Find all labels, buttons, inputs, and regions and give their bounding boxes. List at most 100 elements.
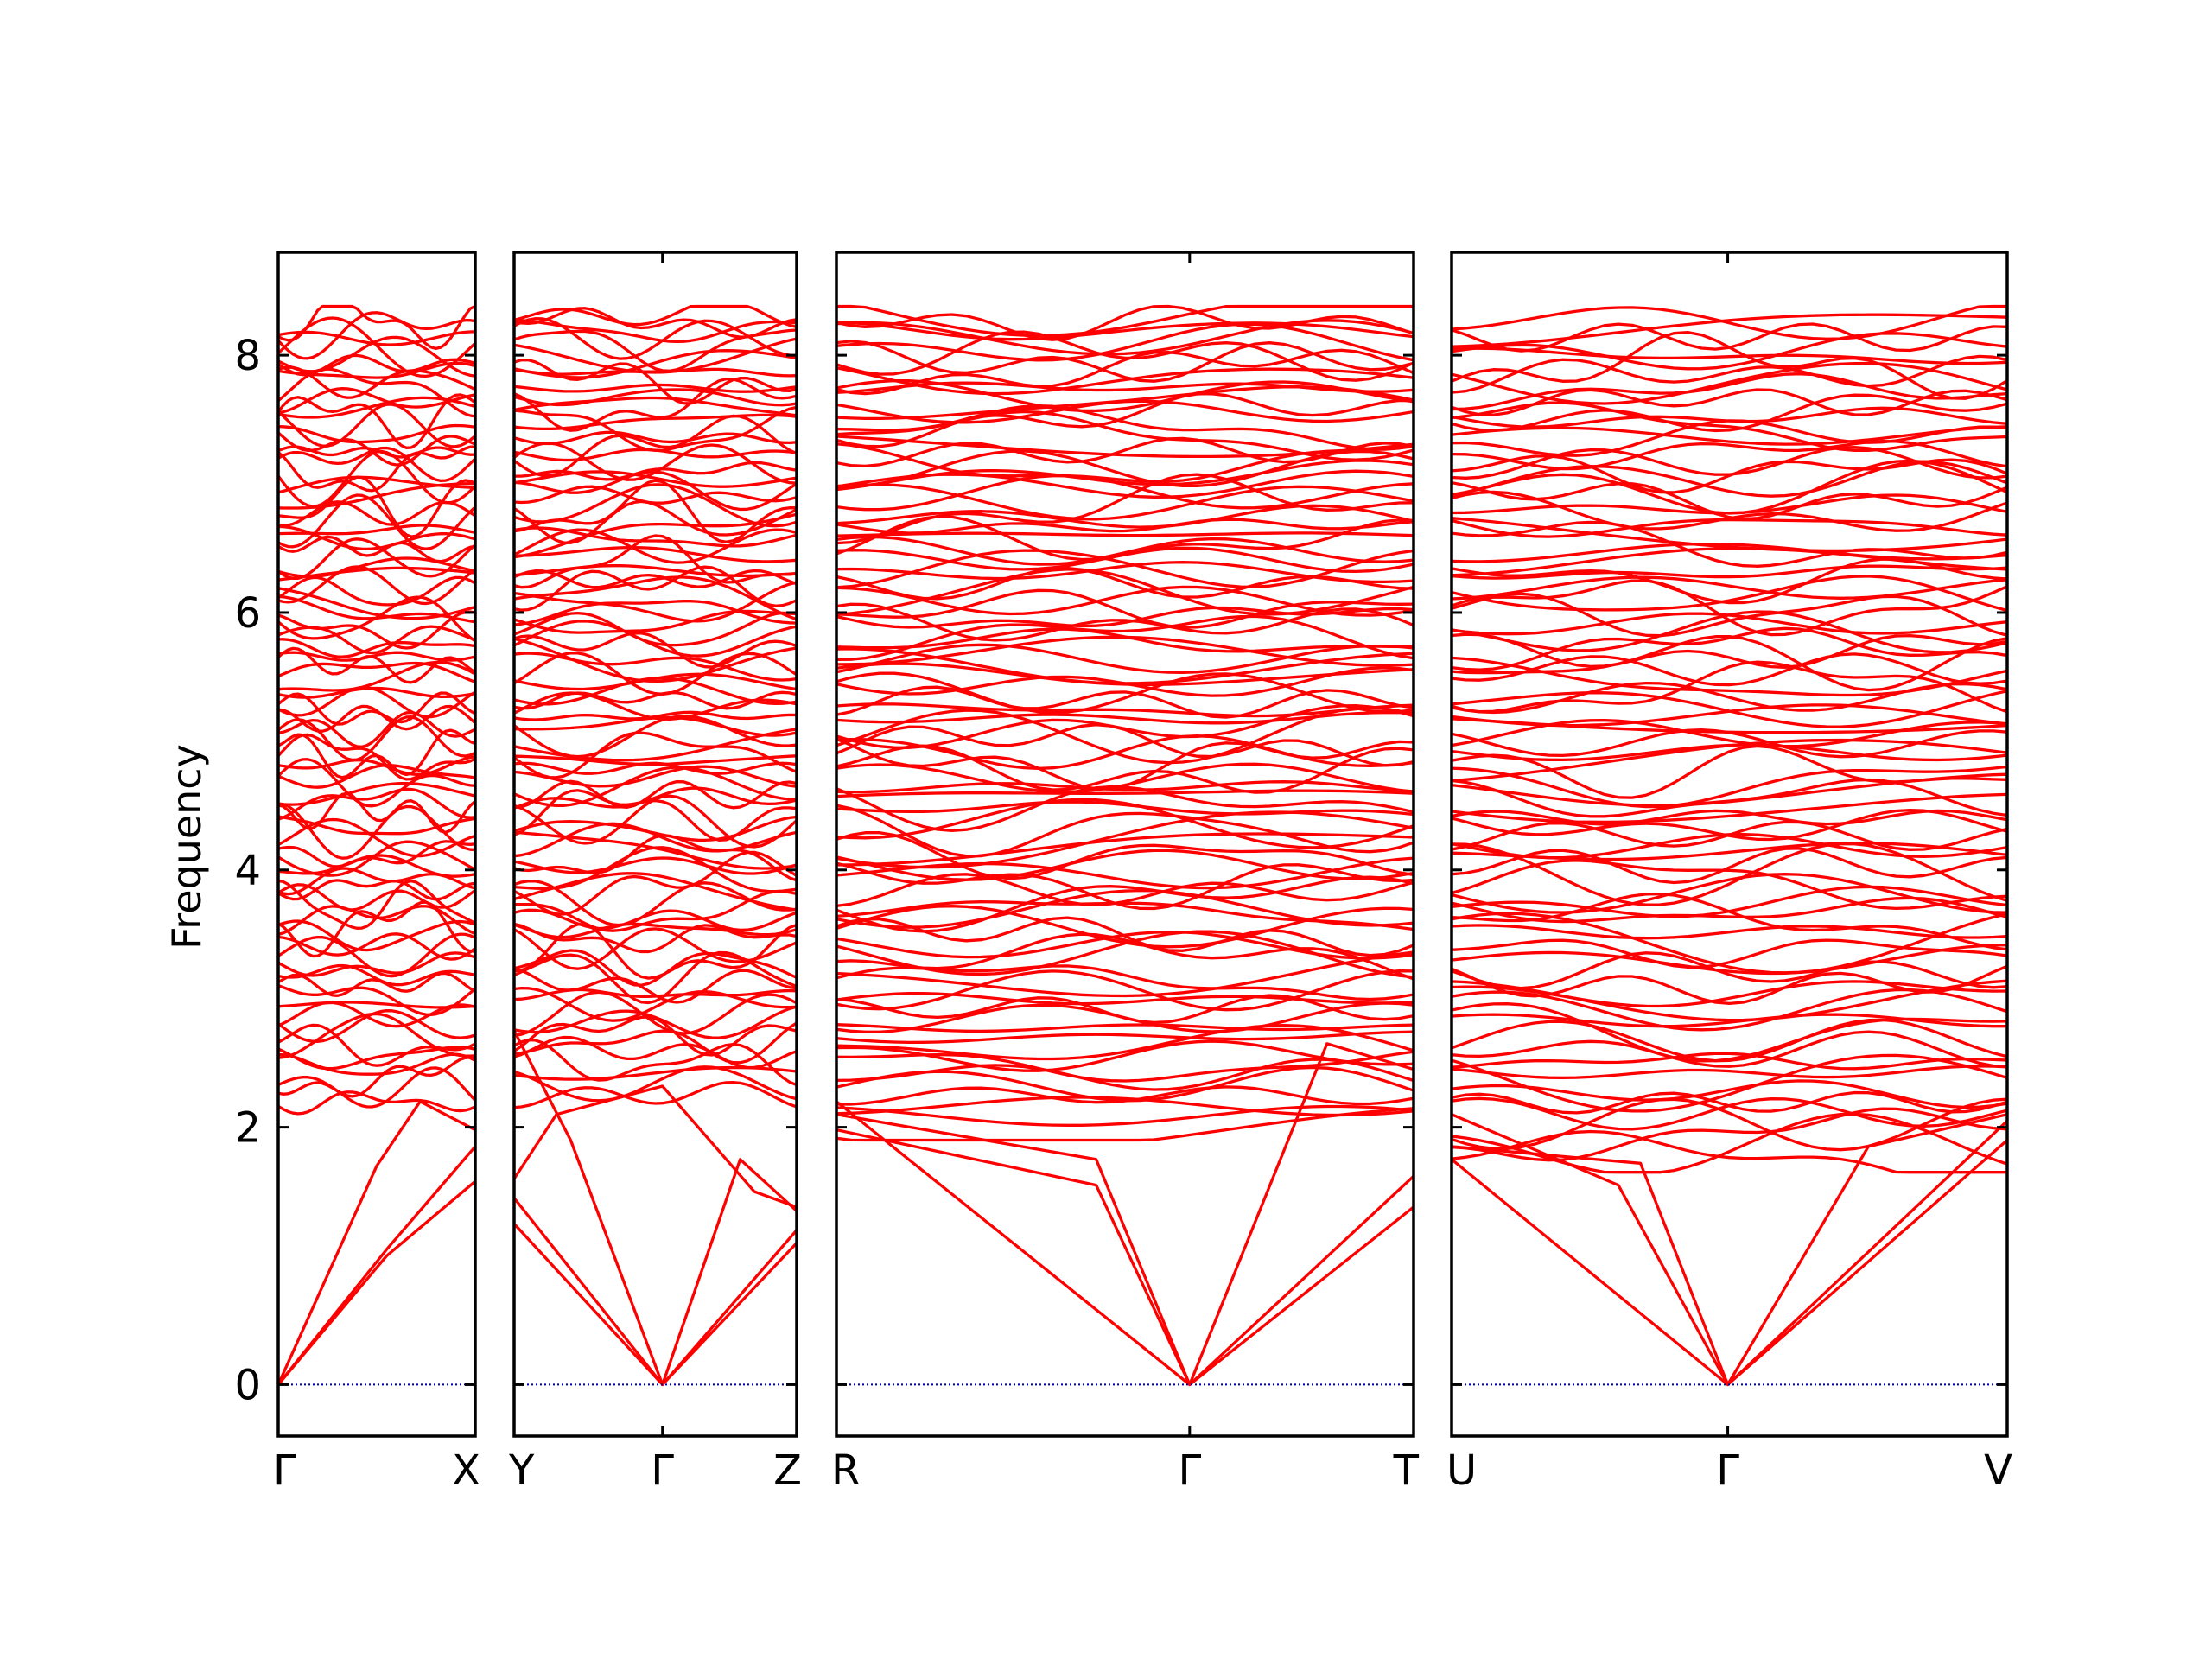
optical-band	[278, 335, 475, 378]
optical-band	[278, 691, 475, 726]
optical-band	[278, 1023, 475, 1067]
optical-band	[514, 405, 797, 453]
optical-band	[514, 581, 797, 623]
optical-band	[1452, 518, 2007, 538]
optical-band	[1452, 1090, 2007, 1115]
optical-band	[514, 414, 797, 478]
optical-band	[514, 337, 797, 374]
panel-frame	[835, 251, 1415, 1438]
optical-band	[278, 475, 475, 494]
optical-band	[836, 804, 1414, 858]
optical-band	[514, 850, 797, 916]
optical-band	[1452, 393, 2007, 433]
optical-band	[1452, 964, 2007, 1006]
y-tick-label: 0	[234, 1361, 261, 1409]
optical-band	[278, 715, 475, 762]
optical-band	[1452, 1107, 2007, 1162]
band-group	[836, 304, 1414, 1387]
optical-band	[836, 381, 1414, 394]
optical-band	[278, 983, 475, 1016]
optical-band	[278, 932, 475, 978]
optical-band	[514, 1005, 797, 1039]
optical-band	[514, 1035, 797, 1070]
optical-band	[514, 304, 797, 329]
optical-band	[1452, 632, 2007, 669]
optical-band	[514, 611, 797, 647]
y-tick-label: 6	[234, 589, 261, 638]
optical-band	[514, 1080, 797, 1109]
optical-band	[278, 638, 475, 658]
optical-band	[514, 834, 797, 882]
optical-band	[514, 430, 797, 446]
optical-band	[1452, 626, 2007, 671]
optical-band	[1452, 313, 2007, 348]
optical-band	[836, 1107, 1414, 1142]
optical-band	[1452, 425, 2007, 446]
optical-band	[1452, 1097, 2007, 1152]
optical-band	[836, 671, 1414, 715]
optical-band	[1452, 980, 2007, 1008]
optical-band	[1452, 634, 2007, 692]
optical-band	[278, 840, 475, 877]
y-tick-label: 2	[234, 1104, 261, 1153]
optical-band	[836, 322, 1414, 362]
optical-band	[1452, 517, 2007, 553]
optical-band	[278, 610, 475, 650]
kpoint-label: V	[1984, 1446, 2012, 1495]
optical-band	[1452, 1052, 2007, 1071]
acoustic-band	[1452, 1113, 2007, 1387]
optical-band	[1452, 401, 2007, 452]
y-tick-label: 4	[234, 847, 261, 895]
optical-band	[514, 715, 797, 759]
optical-band	[278, 651, 475, 662]
optical-band	[514, 1065, 797, 1103]
optical-band	[1452, 938, 2007, 969]
optical-band	[1452, 445, 2007, 480]
optical-band	[836, 483, 1414, 521]
optical-band	[514, 442, 797, 485]
optical-band	[836, 1058, 1414, 1091]
optical-band	[514, 534, 797, 589]
optical-band	[836, 849, 1414, 881]
optical-band	[278, 1056, 475, 1098]
optical-band	[514, 731, 797, 779]
optical-band	[836, 685, 1414, 719]
optical-band	[278, 524, 475, 536]
optical-band	[836, 702, 1414, 718]
optical-band	[836, 348, 1414, 396]
optical-band	[1452, 690, 2007, 728]
panel-frame	[276, 251, 477, 1438]
optical-band	[278, 575, 475, 607]
optical-band	[278, 403, 475, 448]
optical-band	[836, 614, 1414, 661]
optical-band	[278, 316, 475, 378]
optical-band	[1452, 1065, 2007, 1080]
optical-band	[836, 404, 1414, 451]
optical-band	[278, 685, 475, 719]
optical-band	[278, 883, 475, 912]
optical-band	[278, 535, 475, 563]
optical-band	[514, 754, 797, 766]
optical-band	[836, 916, 1414, 957]
optical-band	[278, 1001, 475, 1009]
optical-band	[278, 963, 475, 987]
panel-frame	[512, 251, 798, 1438]
optical-band	[836, 905, 1414, 949]
optical-band	[1452, 546, 2007, 577]
optical-band	[836, 435, 1414, 459]
optical-band	[278, 755, 475, 776]
optical-band	[514, 766, 797, 808]
optical-band	[836, 392, 1414, 448]
optical-band	[1452, 361, 2007, 405]
optical-band	[278, 879, 475, 901]
optical-band	[1452, 1030, 2007, 1069]
optical-band	[1452, 656, 2007, 697]
y-tick-label: 8	[234, 332, 261, 380]
optical-band	[836, 789, 1414, 798]
acoustic-band	[836, 1128, 1414, 1387]
optical-band	[1452, 885, 2007, 918]
optical-band	[836, 504, 1414, 529]
